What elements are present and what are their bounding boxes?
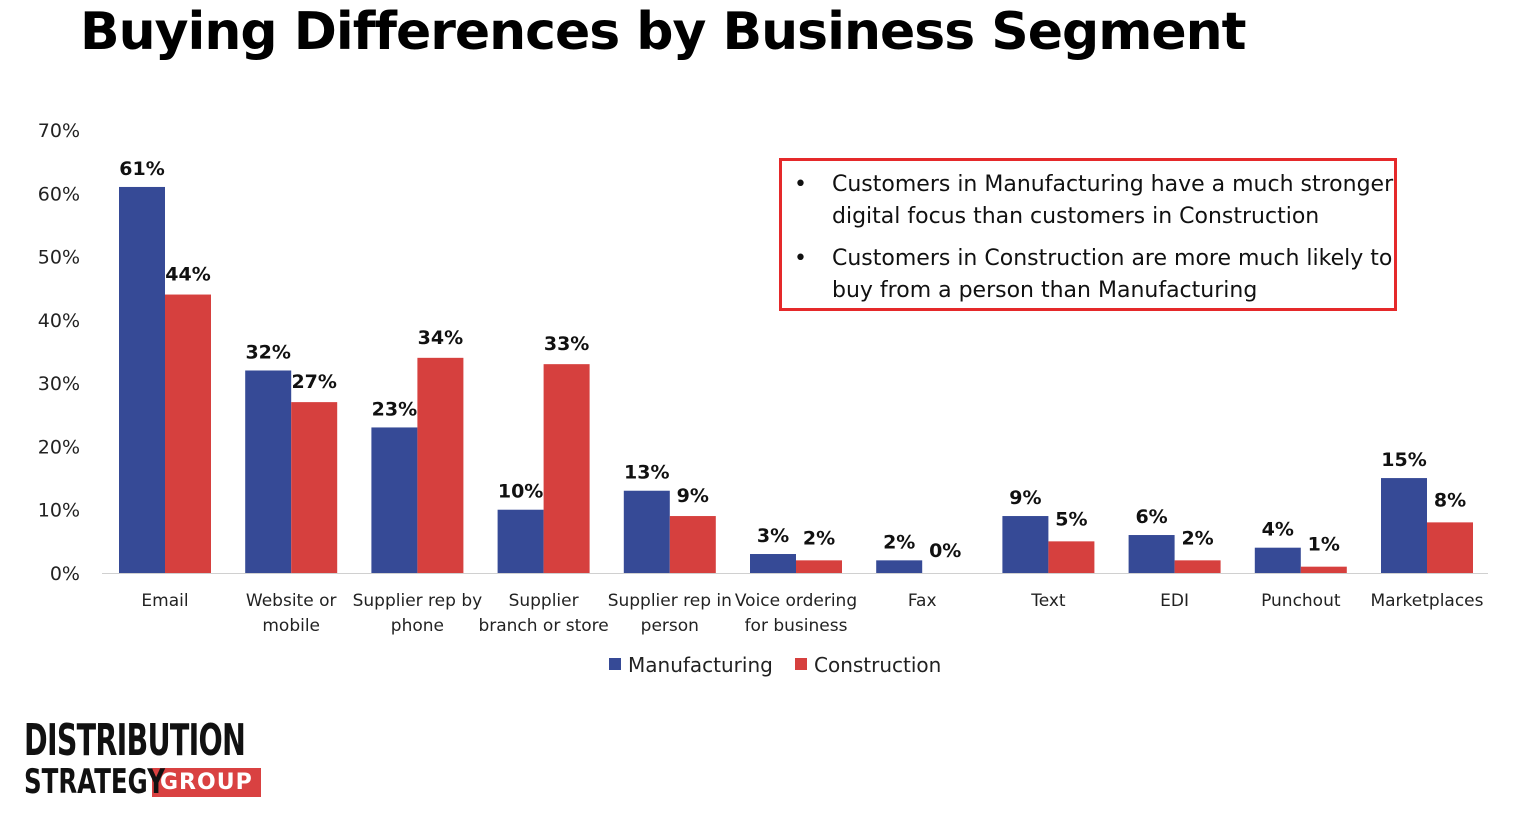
legend-label: Construction xyxy=(814,653,941,677)
bar-construction xyxy=(1300,566,1347,573)
data-label: 1% xyxy=(1308,534,1340,556)
bar-manufacturing xyxy=(1002,516,1049,573)
data-label: 8% xyxy=(1434,489,1466,511)
logo-line1: DISTRIBUTION xyxy=(24,715,246,766)
bar-construction xyxy=(1048,541,1095,573)
x-tick-label: Supplier xyxy=(509,591,579,611)
bar-construction xyxy=(543,364,590,573)
bar-manufacturing xyxy=(497,509,544,573)
data-label: 32% xyxy=(245,341,290,363)
y-tick-label: 0% xyxy=(50,563,80,585)
page-title: Buying Differences by Business Segment xyxy=(80,2,1247,62)
callout-box: Customers in Manufacturing have a much s… xyxy=(779,158,1397,311)
logo-line2: STRATEGY xyxy=(24,762,165,802)
y-tick-label: 30% xyxy=(38,373,80,395)
data-label: 2% xyxy=(803,527,835,549)
bar-chart: 0% 10% 20% 30% 40% 50% 60% 70% 61% 44% Email 32%27%… xyxy=(38,120,1488,677)
data-label: 33% xyxy=(544,333,589,355)
x-tick-label: Supplier rep by xyxy=(353,591,483,611)
bar-construction xyxy=(291,402,338,573)
data-label: 44% xyxy=(165,264,210,286)
legend-swatch xyxy=(795,658,807,670)
y-tick-label: 20% xyxy=(38,436,80,458)
x-tick-label: Punchout xyxy=(1261,591,1341,611)
x-tick-label: person xyxy=(641,616,699,636)
data-label: 23% xyxy=(372,398,417,420)
x-tick-label: Website or xyxy=(246,591,337,611)
data-label: 9% xyxy=(677,485,709,507)
bar-manufacturing xyxy=(245,370,292,573)
bar-construction xyxy=(1427,522,1473,573)
callout-bullet: Customers in Manufacturing have a much s… xyxy=(794,169,1394,233)
bar-construction xyxy=(1174,560,1221,573)
data-label: 4% xyxy=(1262,519,1294,541)
x-tick-label: branch or store xyxy=(478,616,608,636)
x-tick-label: Email xyxy=(141,591,188,611)
bar-construction xyxy=(669,516,716,573)
data-label: 10% xyxy=(498,481,543,503)
y-tick-label: 60% xyxy=(38,183,80,205)
data-label: 34% xyxy=(418,327,463,349)
company-logo: DISTRIBUTION STRATEGY GROUP xyxy=(24,716,331,802)
y-tick-label: 40% xyxy=(38,310,80,332)
data-label: 15% xyxy=(1381,449,1426,471)
data-label: 3% xyxy=(757,525,789,547)
bar-manufacturing xyxy=(750,554,796,573)
data-label: 0% xyxy=(929,540,961,562)
bar-manufacturing xyxy=(1128,535,1175,573)
y-tick-label: 10% xyxy=(38,500,80,522)
x-tick-label: phone xyxy=(391,616,444,636)
data-label: 2% xyxy=(883,531,915,553)
data-label: 2% xyxy=(1181,527,1213,549)
x-tick-label: mobile xyxy=(262,616,320,636)
data-label: 6% xyxy=(1135,506,1167,528)
x-tick-label: Fax xyxy=(908,591,937,611)
legend-swatch xyxy=(609,658,621,670)
x-tick-label: for business xyxy=(745,616,848,636)
x-tick-label: EDI xyxy=(1160,591,1189,611)
bar-construction xyxy=(796,560,842,573)
x-tick-label: Voice ordering xyxy=(735,591,857,611)
data-label: 27% xyxy=(291,371,336,393)
x-tick-label: Marketplaces xyxy=(1370,591,1483,611)
bar-manufacturing xyxy=(1381,478,1427,573)
data-label: 9% xyxy=(1009,487,1041,509)
bar-manufacturing xyxy=(1254,547,1301,573)
bar-manufacturing xyxy=(119,186,165,573)
bar-manufacturing xyxy=(876,560,923,573)
bar-construction xyxy=(417,357,464,573)
data-label: 61% xyxy=(119,158,164,180)
bar-manufacturing xyxy=(371,427,418,573)
bar-manufacturing xyxy=(623,490,670,573)
x-tick-label: Supplier rep in xyxy=(608,591,732,611)
logo-badge: GROUP xyxy=(152,767,261,797)
x-tick-label: Text xyxy=(1030,591,1066,611)
y-tick-label: 50% xyxy=(38,247,80,269)
data-label: 13% xyxy=(624,462,669,484)
data-label: 5% xyxy=(1055,508,1087,530)
y-tick-label: 70% xyxy=(38,120,80,142)
bar-construction xyxy=(165,294,211,573)
legend-label: Manufacturing xyxy=(628,653,773,677)
callout-bullet: Customers in Construction are more much … xyxy=(794,243,1394,307)
